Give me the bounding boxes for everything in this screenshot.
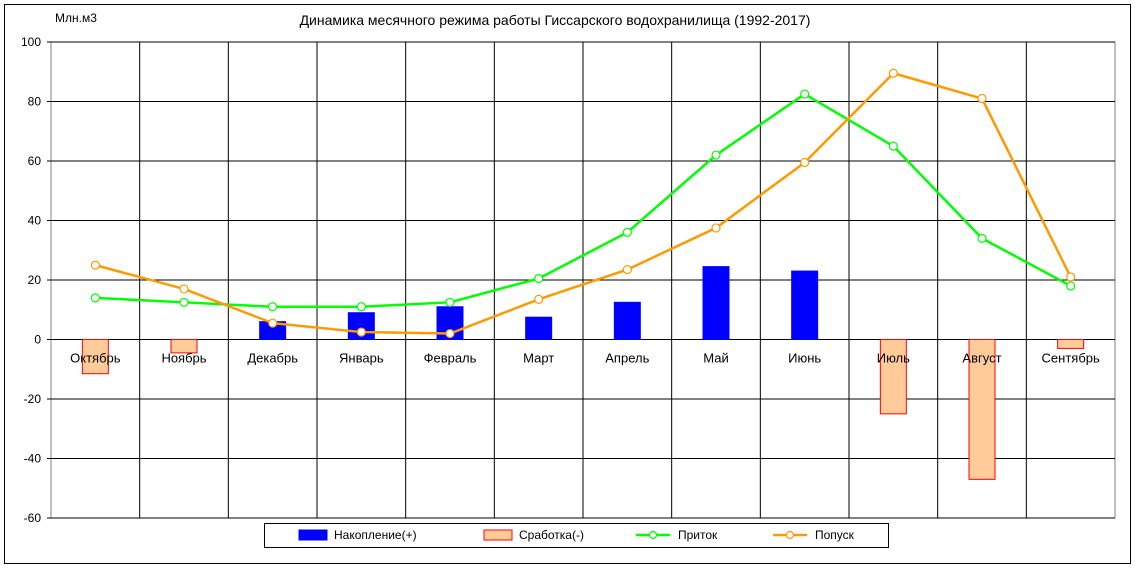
y-unit-label: Млн.м3 — [55, 11, 97, 25]
y-tick-label: 20 — [28, 273, 42, 287]
x-category-label: Ноябрь — [161, 351, 206, 366]
bar-accumulation — [791, 270, 819, 341]
x-category-label: Февраль — [424, 351, 477, 366]
line-point — [268, 302, 278, 312]
y-tick-label: 80 — [28, 95, 42, 109]
legend-swatch — [298, 529, 328, 541]
y-tick-label: 40 — [28, 214, 42, 228]
chart-title: Динамика месячного режима работы Гиссарс… — [300, 12, 811, 28]
x-category-label: Октябрь — [70, 351, 121, 366]
x-category-label: Май — [703, 351, 728, 366]
bar-drawdown — [170, 339, 198, 354]
legend-label: Сработка(-) — [519, 528, 584, 542]
y-tick-label: -60 — [24, 511, 42, 525]
line-point — [888, 68, 898, 78]
line-point — [90, 293, 100, 303]
x-category-label: Сентябрь — [1042, 351, 1100, 366]
line-point — [622, 227, 632, 237]
line-series — [95, 92, 1072, 309]
line-point — [622, 264, 632, 275]
legend-marker — [648, 530, 658, 540]
line-point — [800, 157, 810, 168]
line-point — [977, 233, 987, 243]
line-point — [800, 89, 810, 99]
line-point — [888, 141, 898, 151]
line-point — [534, 273, 544, 284]
x-category-label: Июль — [877, 351, 910, 366]
bar-drawdown — [81, 339, 109, 375]
y-tick-label: 0 — [34, 333, 41, 347]
y-tick-label: 60 — [28, 154, 42, 168]
line-point — [356, 302, 366, 312]
line-point — [445, 297, 455, 307]
x-category-label: Декабрь — [247, 351, 298, 366]
x-category-label: Август — [962, 351, 1001, 366]
x-category-label: Апрель — [605, 351, 649, 366]
line-point — [534, 294, 544, 304]
legend-marker — [785, 530, 795, 540]
bar-drawdown — [1057, 339, 1085, 349]
legend-swatch — [483, 529, 513, 541]
line-series — [95, 71, 1072, 335]
y-tick-label: -20 — [24, 392, 42, 406]
legend: Накопление(+) Сработка(-) Приток Попуск — [264, 523, 889, 548]
y-tick-label: -40 — [24, 452, 42, 466]
line-point — [445, 328, 455, 339]
line-point — [179, 284, 189, 294]
bar-accumulation — [525, 316, 553, 340]
y-tick-label: 100 — [21, 35, 41, 49]
line-point — [179, 297, 189, 307]
x-category-label: Январь — [339, 351, 384, 366]
line-point — [711, 223, 721, 233]
line-point — [977, 93, 987, 104]
x-category-label: Март — [523, 351, 554, 366]
line-point — [711, 150, 721, 160]
legend-label: Попуск — [815, 528, 855, 542]
bar-accumulation — [702, 266, 730, 340]
bar-accumulation — [613, 301, 641, 340]
bar-drawdown — [879, 339, 907, 415]
chart-border — [4, 4, 1131, 564]
bar-drawdown — [968, 339, 996, 480]
line-point — [90, 260, 100, 270]
line-point — [1066, 281, 1076, 291]
legend-label: Накопление(+) — [334, 528, 417, 542]
line-point — [356, 327, 366, 337]
x-category-label: Июнь — [788, 351, 821, 366]
legend-label: Приток — [678, 528, 718, 542]
line-point — [1066, 272, 1076, 282]
line-point — [268, 318, 278, 328]
